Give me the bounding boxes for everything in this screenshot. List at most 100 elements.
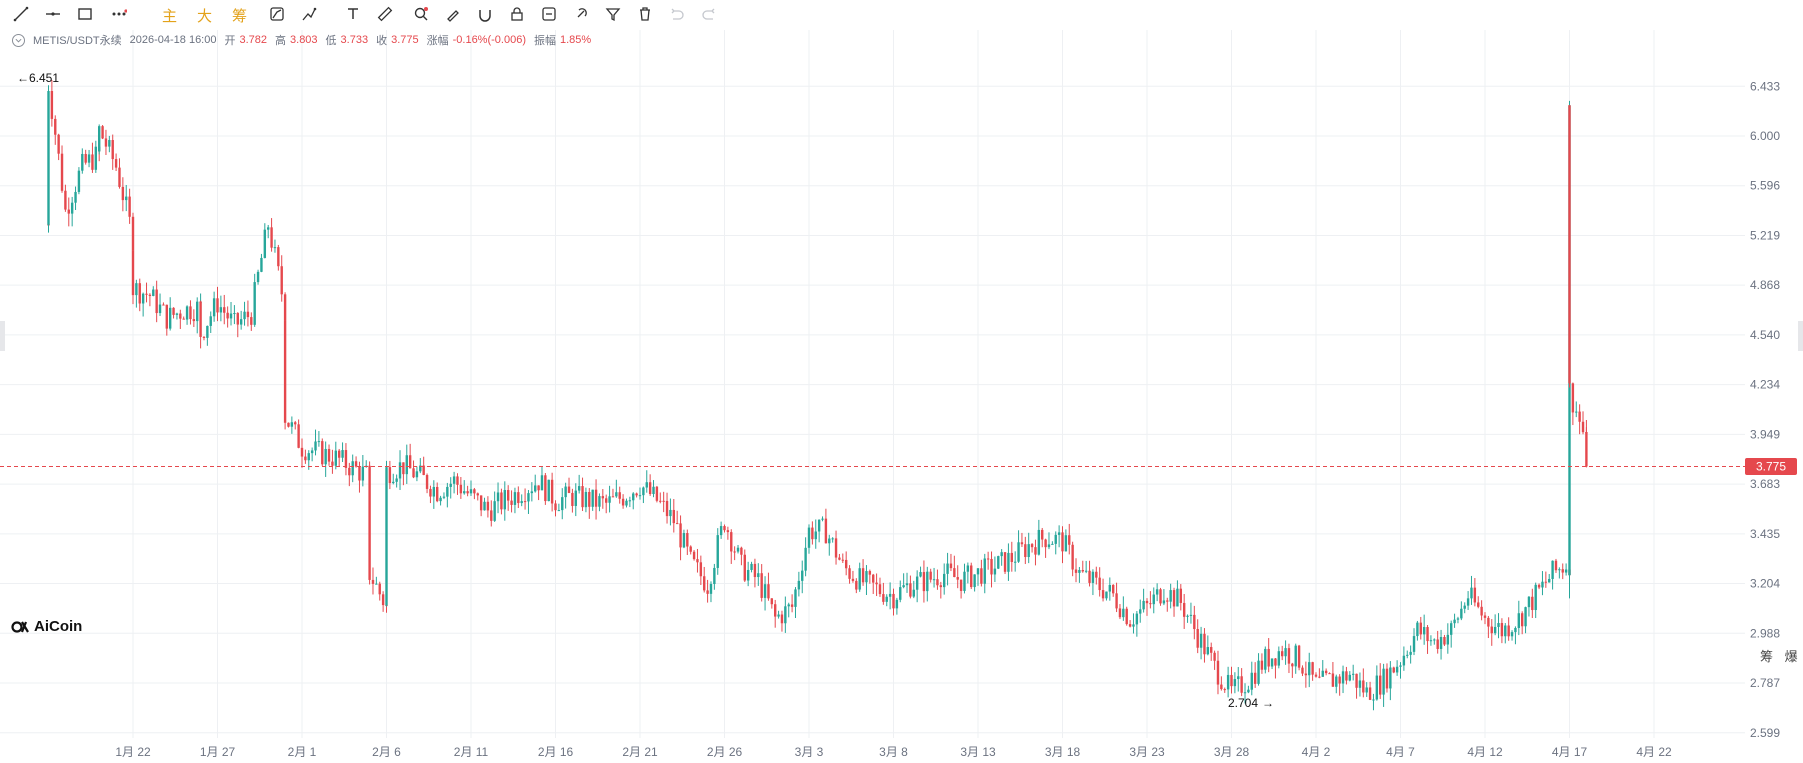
undo-icon[interactable] [666, 4, 688, 24]
candle-body [1585, 432, 1588, 467]
candle-body [936, 579, 939, 586]
x-axis: 1月 22 1月 27 2月 1 2月 6 2月 11 2月 16 2月 21 2月 26 3月… [115, 745, 1672, 759]
lock-icon[interactable] [506, 4, 528, 24]
candle-body [716, 535, 719, 568]
candle-body [1375, 675, 1379, 700]
brush-icon[interactable] [442, 4, 464, 24]
candle-body [740, 547, 743, 555]
candle-body [98, 126, 101, 152]
candle-body [1368, 687, 1372, 700]
candle-body [1260, 660, 1264, 670]
filter-icon[interactable] [602, 4, 624, 24]
candle-body [490, 510, 493, 521]
candle-body [385, 467, 388, 606]
candle-body [1176, 588, 1179, 607]
candle-body [540, 475, 544, 491]
horizontal-line-icon[interactable] [42, 4, 64, 24]
candle-body [1551, 560, 1554, 579]
ruler-icon[interactable] [374, 4, 396, 24]
candle-body [510, 500, 513, 505]
x-tick-label: 1月 27 [200, 745, 236, 759]
trend-line-icon[interactable] [10, 4, 32, 24]
pattern-icon[interactable] [298, 4, 320, 24]
candle-body [1243, 692, 1247, 694]
candle-body [1128, 624, 1132, 627]
x-tick-label: 4月 12 [1467, 745, 1503, 759]
candle-body [348, 467, 351, 476]
candle-body [659, 500, 662, 502]
candle-body [1348, 674, 1351, 681]
candle-body [111, 140, 114, 160]
candle-body [483, 501, 486, 511]
candle-body [1517, 613, 1520, 628]
candle-body [953, 568, 956, 578]
candle-body [1277, 651, 1281, 666]
candle-body [821, 518, 824, 520]
hide-drawings-icon[interactable] [538, 4, 560, 24]
candle-body [493, 501, 496, 521]
candle-body [165, 304, 168, 329]
candle-body [605, 498, 608, 503]
candle-body [175, 313, 179, 315]
candle-body [1355, 673, 1358, 688]
auto-draw-icon[interactable] [266, 4, 288, 24]
delete-icon[interactable] [634, 4, 656, 24]
rectangle-icon[interactable] [74, 4, 96, 24]
candle-body [1311, 662, 1314, 675]
candle-body [422, 465, 425, 476]
text-annotation-icon[interactable] [342, 4, 364, 24]
chip-distribution-button[interactable]: 筹 [232, 8, 248, 25]
candle-body [797, 580, 801, 590]
candle-body [1429, 640, 1433, 642]
candle-body [185, 306, 189, 320]
magnet-icon[interactable] [474, 4, 496, 24]
candle-body [706, 590, 709, 594]
candle-body [283, 320, 287, 423]
candle-body [790, 604, 794, 607]
candle-body [976, 568, 980, 575]
candle-body [1480, 606, 1483, 616]
left-panel-handle[interactable] [0, 321, 5, 351]
candle-body [943, 573, 946, 588]
candle-body [1335, 676, 1338, 687]
candle-body [158, 304, 162, 314]
main-indicator-button[interactable]: 主 [162, 8, 178, 25]
link-icon[interactable] [570, 4, 592, 24]
bottom-right-tabs[interactable]: 筹 爆 [1760, 649, 1802, 664]
candle-body [997, 556, 1000, 569]
candle-body [87, 154, 91, 163]
candle-body [1548, 578, 1551, 583]
candle-body [1389, 667, 1392, 689]
redo-icon[interactable] [698, 4, 720, 24]
candle-body [1477, 602, 1480, 607]
right-panel-handle[interactable] [1798, 321, 1803, 351]
y-tick-label: 6.433 [1750, 79, 1780, 93]
min-annotation: 2.704 → [1228, 696, 1274, 710]
more-tools-icon[interactable] [108, 4, 130, 24]
low-value: 3.733 [340, 34, 369, 46]
candle-body [1149, 603, 1152, 605]
candle-body [1287, 648, 1291, 664]
candle-body [865, 571, 868, 583]
candle-body [219, 307, 223, 313]
candle-body [1460, 608, 1463, 619]
zoom-icon[interactable] [410, 4, 432, 24]
candle-body [895, 599, 899, 609]
x-tick-label: 3月 18 [1045, 745, 1081, 759]
candle-body [135, 283, 138, 296]
big-order-button[interactable]: 大 [197, 8, 213, 25]
y-tick-label: 4.868 [1750, 278, 1780, 292]
aicoin-logo: AiCoin [11, 618, 82, 635]
symbol-label[interactable]: METIS/USDT永续 [33, 35, 122, 47]
candle-body [1135, 613, 1139, 625]
candle-body [1091, 571, 1095, 583]
chevron-down-icon[interactable] [12, 33, 25, 47]
candle-body [757, 573, 760, 578]
candle-body [679, 523, 682, 548]
candle-body [375, 583, 378, 585]
candle-body [838, 557, 841, 560]
min-arrow: → [1262, 696, 1274, 710]
y-tick-label: 4.540 [1750, 328, 1780, 342]
candle-body [405, 455, 408, 475]
